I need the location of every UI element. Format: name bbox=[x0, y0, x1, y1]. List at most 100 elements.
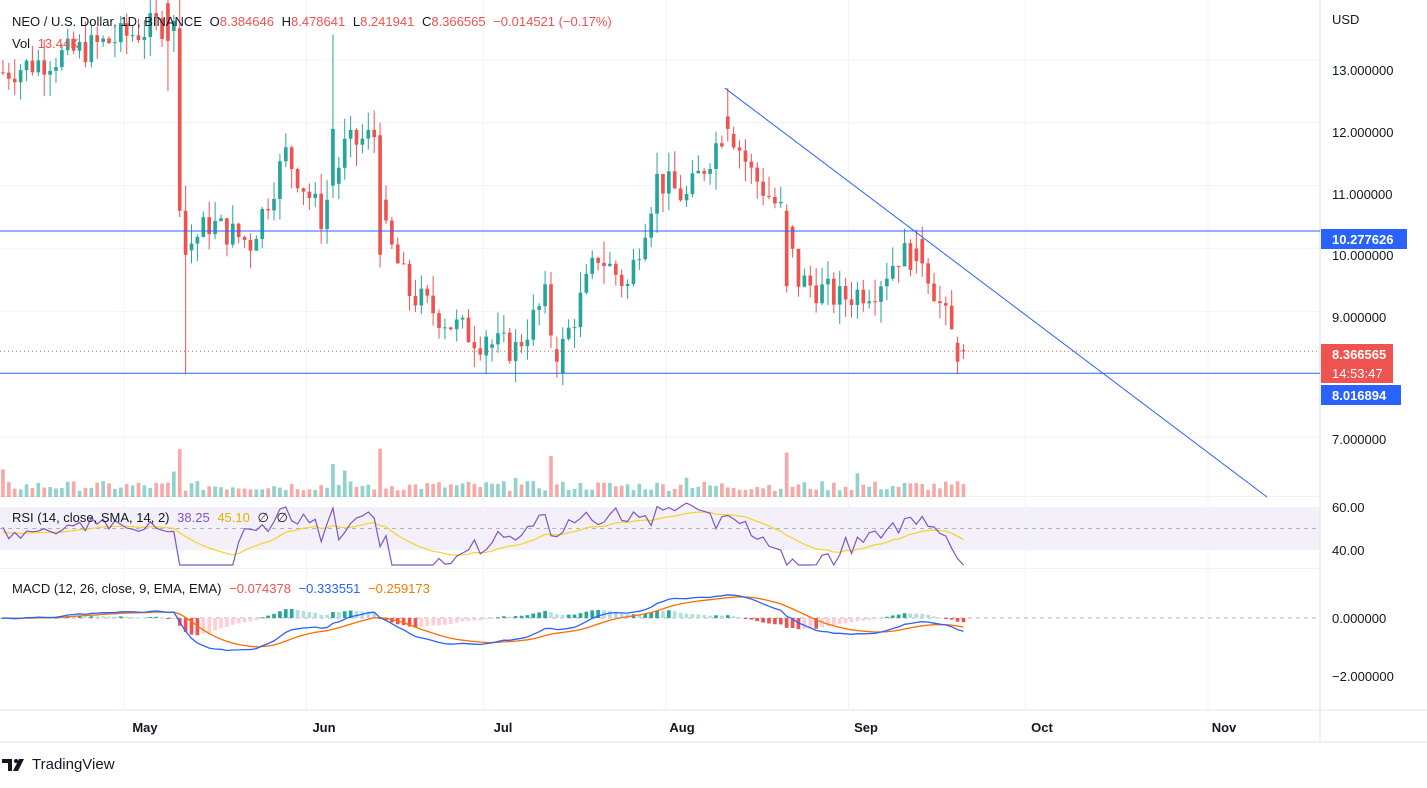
macd-pane[interactable] bbox=[0, 569, 1320, 710]
candle-body bbox=[213, 220, 217, 235]
tradingview-logo[interactable]: TradingView bbox=[2, 756, 115, 773]
macd-hist-value: −0.074378 bbox=[229, 581, 291, 596]
macd-histogram-bar bbox=[890, 615, 895, 618]
volume-bar bbox=[743, 489, 748, 497]
volume-bar bbox=[832, 482, 836, 497]
macd-histogram-bar bbox=[466, 618, 471, 621]
volume-bar bbox=[413, 484, 418, 497]
candle-body bbox=[48, 70, 52, 75]
volume-bar bbox=[230, 487, 235, 497]
rsi-lines bbox=[0, 502, 1320, 567]
candle-body bbox=[584, 273, 589, 293]
rsi-legend[interactable]: RSI (14, close, SMA, 14, 2) 38.25 45.10 … bbox=[12, 510, 292, 526]
volume-bar bbox=[914, 483, 919, 497]
macd-histogram-bar bbox=[89, 616, 94, 618]
macd-histogram-bar bbox=[943, 618, 948, 619]
macd-histogram-bar bbox=[230, 618, 235, 625]
candle-body bbox=[89, 35, 94, 63]
candle-body bbox=[101, 38, 105, 43]
candle-body bbox=[537, 306, 542, 310]
macd-histogram-bar bbox=[725, 615, 730, 618]
macd-histogram-bar bbox=[236, 618, 241, 624]
macd-histogram-bar bbox=[136, 617, 141, 619]
volume-bar bbox=[778, 488, 783, 497]
candle-body bbox=[490, 344, 494, 348]
macd-histogram-bar bbox=[843, 618, 848, 624]
macd-histogram-bar bbox=[655, 610, 659, 618]
macd-signal-value: −0.259173 bbox=[368, 581, 430, 596]
candle-body bbox=[54, 67, 58, 71]
volume-bar bbox=[390, 486, 394, 497]
volume-bar bbox=[837, 490, 842, 497]
macd-histogram-bar bbox=[590, 610, 595, 618]
macd-histogram-bar bbox=[578, 613, 583, 618]
volume-bar bbox=[684, 477, 689, 497]
macd-histogram-bar bbox=[295, 609, 300, 618]
rsi-pane[interactable] bbox=[0, 497, 1320, 569]
candle-body bbox=[596, 257, 600, 263]
macd-histogram-bar bbox=[425, 618, 430, 626]
macd-legend[interactable]: MACD (12, 26, close, 9, EMA, EMA) −0.074… bbox=[12, 581, 434, 596]
macd-histogram-bar bbox=[254, 618, 259, 620]
macd-histogram-bar bbox=[130, 617, 135, 619]
volume-bar bbox=[124, 483, 129, 497]
volume-bar bbox=[83, 487, 88, 497]
volume-bar bbox=[490, 483, 494, 497]
volume-bar bbox=[313, 490, 318, 497]
macd-histogram-bar bbox=[749, 618, 754, 620]
time-axis[interactable]: May Jun Jul Aug Sep Oct Nov bbox=[132, 720, 1237, 735]
month-label: Oct bbox=[1031, 720, 1053, 735]
candle-body bbox=[195, 236, 200, 244]
candle-body bbox=[77, 41, 82, 51]
support-price-label: 8.016894 bbox=[1321, 385, 1401, 405]
price-tick: 12.000000 bbox=[1332, 125, 1393, 140]
macd-histogram-bar bbox=[307, 612, 312, 618]
candle-body bbox=[566, 327, 571, 339]
macd-histogram-bar bbox=[784, 618, 789, 628]
macd-histogram-bar bbox=[502, 616, 506, 618]
candle-body bbox=[590, 257, 595, 274]
candle-body bbox=[879, 286, 883, 302]
symbol-title[interactable]: NEO / U.S. Dollar, 1D, BINANCE bbox=[12, 14, 202, 29]
volume-bar bbox=[301, 490, 306, 497]
macd-histogram-bar bbox=[667, 610, 671, 618]
candle-body bbox=[460, 317, 465, 320]
volume-bar bbox=[749, 489, 754, 497]
volume-bar bbox=[425, 483, 430, 497]
volume-bar bbox=[513, 478, 518, 497]
macd-histogram-bar bbox=[272, 613, 276, 618]
macd-histogram-bar bbox=[902, 613, 907, 618]
symbol-legend[interactable]: NEO / U.S. Dollar, 1D, BINANCE O8.384646… bbox=[12, 14, 616, 29]
macd-histogram-bar bbox=[472, 618, 477, 621]
macd-histogram-bar bbox=[938, 617, 942, 619]
volume-bar bbox=[608, 482, 612, 497]
volume-bar bbox=[920, 484, 925, 497]
volume-bar bbox=[177, 449, 182, 497]
candle-body bbox=[254, 238, 259, 251]
volume-bar bbox=[714, 485, 718, 497]
volume-bar bbox=[502, 481, 506, 497]
rsi-line bbox=[2, 502, 964, 567]
rsi-sma-value: 45.10 bbox=[217, 510, 250, 525]
candle-body bbox=[172, 20, 176, 31]
volume-legend[interactable]: Vol 13.44K bbox=[12, 36, 83, 51]
volume-bar bbox=[755, 487, 760, 497]
macd-histogram-bar bbox=[413, 618, 418, 628]
macd-histogram-bar bbox=[166, 618, 170, 619]
macd-series bbox=[0, 594, 1320, 652]
volume-bar bbox=[95, 482, 100, 497]
candle-body bbox=[124, 23, 129, 36]
volume-bar bbox=[319, 485, 323, 497]
candle-body bbox=[283, 147, 288, 162]
macd-histogram-bar bbox=[154, 616, 158, 618]
volume-bar bbox=[107, 483, 111, 497]
volume-bar bbox=[460, 483, 465, 497]
volume-bar bbox=[12, 488, 17, 497]
macd-histogram-bar bbox=[684, 613, 689, 618]
volume-bar bbox=[71, 481, 76, 497]
candle-body bbox=[60, 50, 64, 68]
volume-bar bbox=[584, 489, 589, 497]
price-axis[interactable]: USD 13.000000 12.000000 11.000000 10.000… bbox=[1332, 12, 1394, 684]
volume-bar bbox=[478, 487, 483, 497]
